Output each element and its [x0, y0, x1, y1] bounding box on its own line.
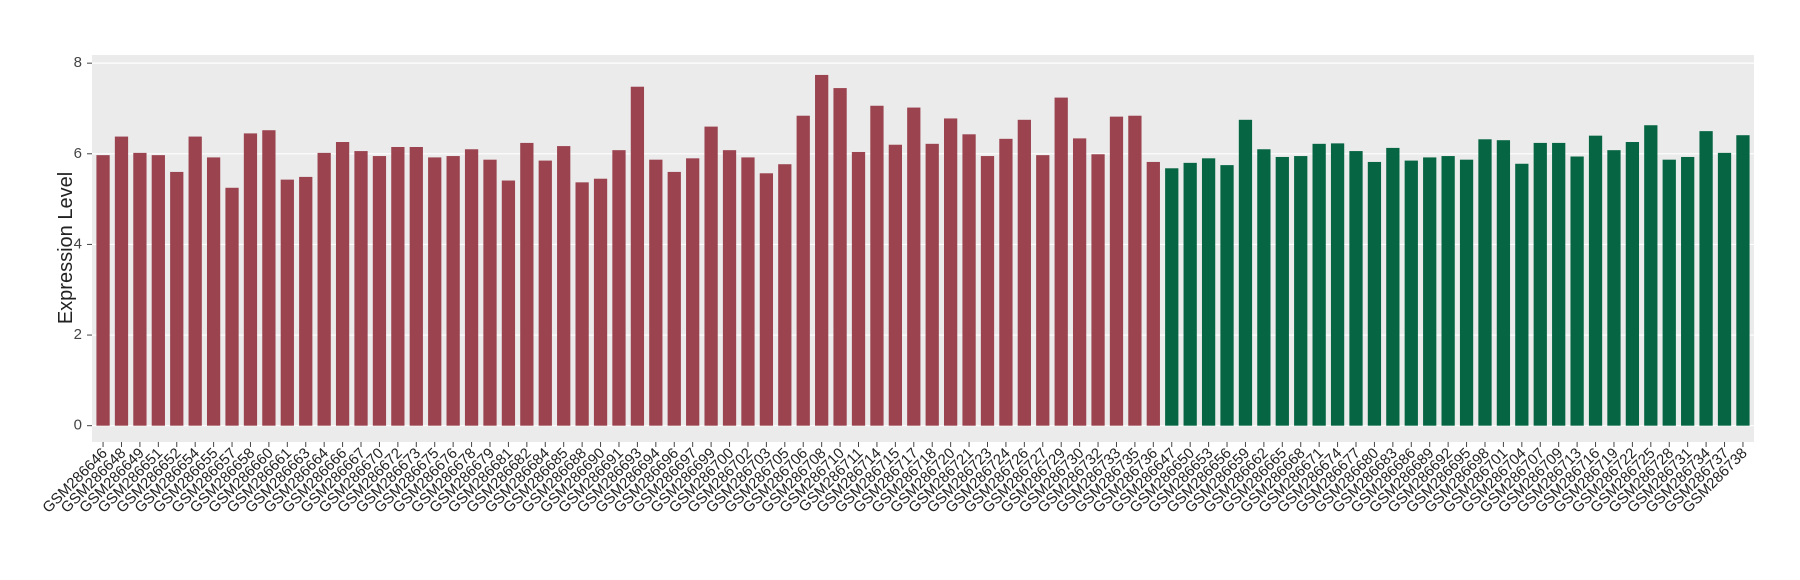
bar — [1552, 142, 1566, 426]
bar — [1386, 147, 1400, 426]
bar — [262, 130, 276, 426]
bar — [1625, 142, 1640, 426]
bar — [464, 149, 479, 426]
bar — [796, 115, 810, 426]
bar — [520, 142, 534, 426]
bar — [944, 118, 958, 426]
y-tick-label: 4 — [74, 235, 82, 252]
y-tick-label: 8 — [74, 54, 82, 71]
bar — [1275, 156, 1289, 426]
bar — [759, 173, 774, 426]
bar — [1201, 158, 1216, 426]
bar — [1312, 143, 1326, 426]
bar — [1146, 161, 1160, 426]
bar — [1238, 119, 1253, 426]
bar — [722, 150, 737, 426]
bar — [980, 156, 995, 426]
bar — [815, 74, 829, 426]
bar — [1036, 155, 1050, 426]
bar — [225, 187, 239, 426]
bar — [446, 156, 460, 426]
bar — [391, 146, 405, 426]
bar — [1699, 131, 1713, 426]
bar — [1349, 151, 1363, 426]
bar — [1183, 162, 1197, 426]
bar — [593, 178, 608, 426]
bar — [1294, 156, 1308, 426]
bar — [1054, 97, 1068, 426]
bar — [686, 158, 700, 426]
bar — [1220, 165, 1234, 426]
bar — [1717, 152, 1732, 426]
bar — [741, 157, 755, 426]
bar — [907, 107, 921, 426]
bar — [1644, 125, 1658, 426]
bar — [999, 138, 1013, 426]
bar — [888, 144, 902, 426]
bar — [1588, 135, 1603, 426]
bar — [1662, 159, 1676, 426]
bar — [188, 136, 202, 426]
bar — [280, 179, 294, 426]
bar — [1017, 119, 1031, 426]
bar — [501, 180, 516, 426]
bar — [96, 155, 110, 426]
bar — [1736, 135, 1750, 426]
bar — [704, 126, 718, 426]
bar — [170, 171, 184, 426]
y-tick-label: 2 — [74, 326, 82, 343]
bar — [1128, 115, 1142, 426]
bar — [1257, 149, 1271, 426]
bar — [612, 150, 626, 426]
bar — [114, 136, 129, 426]
y-tick-label: 0 — [74, 417, 82, 434]
bar — [354, 151, 368, 426]
y-tick-label: 6 — [74, 145, 82, 162]
bar — [851, 151, 866, 426]
bar — [428, 157, 442, 426]
bar — [317, 152, 331, 426]
bar — [151, 155, 165, 426]
bar — [1165, 168, 1179, 426]
bar — [1515, 163, 1529, 426]
bar — [133, 152, 147, 426]
bar — [538, 160, 552, 426]
bar — [575, 182, 589, 426]
bar — [335, 142, 350, 426]
bar — [299, 176, 313, 426]
y-axis-label: Expression Level — [55, 172, 77, 324]
bar — [1330, 143, 1345, 426]
bar — [649, 159, 663, 426]
bar — [1423, 157, 1437, 426]
bar — [1404, 160, 1418, 426]
bar — [1496, 140, 1511, 426]
bar — [557, 146, 571, 426]
bar — [243, 133, 258, 426]
bar — [630, 86, 645, 426]
bar — [1072, 138, 1087, 426]
bar — [1478, 139, 1492, 426]
bar — [1681, 156, 1695, 426]
bar — [870, 105, 884, 426]
bar — [1607, 150, 1621, 426]
bar — [206, 157, 221, 426]
bar — [1109, 116, 1124, 426]
bar — [667, 171, 681, 426]
bar — [372, 156, 387, 426]
bar — [1570, 156, 1584, 426]
bar — [925, 143, 939, 426]
plot-background — [92, 55, 1754, 442]
bar — [833, 88, 847, 426]
bar — [1091, 154, 1105, 426]
bar — [1533, 142, 1547, 426]
bar — [483, 159, 497, 426]
bar — [962, 134, 976, 426]
bar — [1367, 161, 1382, 426]
bar — [778, 164, 792, 426]
bar — [409, 146, 423, 426]
bar — [1441, 156, 1455, 426]
bar — [1459, 159, 1474, 426]
